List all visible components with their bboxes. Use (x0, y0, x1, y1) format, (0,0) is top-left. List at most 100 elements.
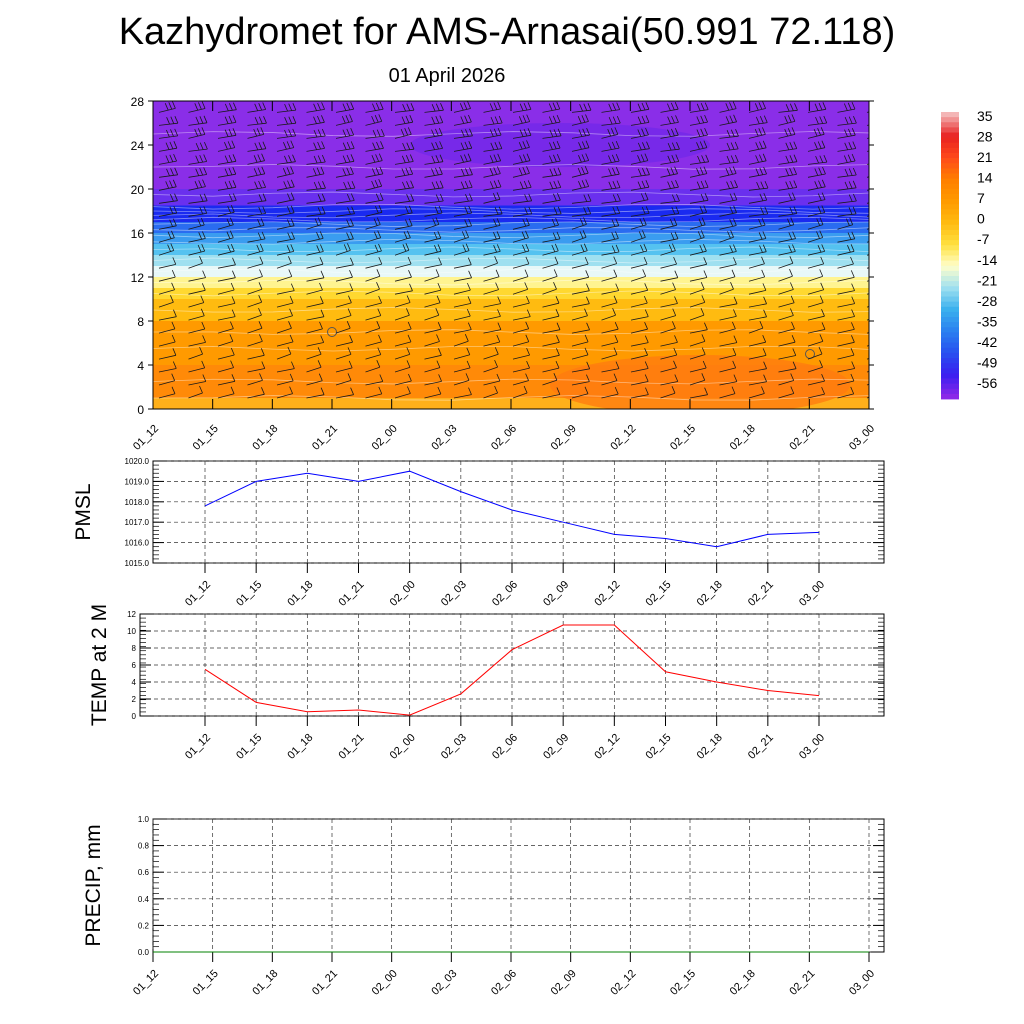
wind-barb (188, 141, 208, 152)
colorbar-segment (941, 219, 959, 226)
y-axis-label: PRECIP, mm (82, 824, 105, 946)
wind-barb (630, 295, 648, 308)
wind-barb (483, 218, 501, 230)
wind-barb (778, 295, 795, 308)
wind-barb (335, 166, 354, 178)
y-tick-label: 0.6 (138, 868, 150, 877)
contour-line (153, 246, 869, 253)
wind-barb (778, 269, 793, 282)
wind-barb (158, 257, 177, 269)
wind-barb (306, 128, 326, 139)
x-tick-label: 02_15 (644, 579, 674, 609)
wind-barb (188, 115, 208, 126)
wind-barb (158, 101, 176, 113)
wind-barb (512, 321, 530, 334)
wind-barb (837, 309, 855, 321)
wind-barb (247, 193, 267, 204)
wind-barb (630, 153, 649, 165)
y-tick-label: 0.8 (138, 842, 150, 851)
wind-barb (689, 166, 708, 178)
wind-barb (335, 127, 355, 139)
wind-barb (601, 244, 620, 256)
wind-barb (689, 257, 708, 269)
contour-line (153, 307, 869, 313)
wind-barb (542, 128, 562, 139)
wind-barb (394, 115, 414, 126)
wind-barb (158, 295, 174, 308)
wind-barb (748, 335, 767, 347)
wind-barb (719, 154, 739, 165)
wind-barb (748, 115, 768, 126)
wind-barb (306, 193, 326, 204)
wind-barb (571, 256, 589, 269)
wind-barb (335, 154, 355, 165)
wind-barb (158, 309, 177, 321)
wind-barb (748, 348, 767, 360)
wind-barb (365, 179, 383, 191)
colorbar-segment (941, 358, 959, 364)
wind-barb (188, 346, 203, 360)
wind-barb (807, 244, 826, 256)
wind-barb (571, 114, 589, 126)
wind-barb (866, 267, 869, 269)
wind-barb (748, 166, 767, 178)
wind-barb (542, 243, 559, 256)
wind-barb (542, 193, 561, 204)
wind-barb (188, 385, 203, 399)
wind-barb (719, 335, 738, 347)
wind-barb (276, 179, 295, 191)
colorbar-label: 0 (977, 211, 985, 227)
wind-barb (424, 128, 443, 139)
contour-line (153, 204, 869, 210)
x-tick-label: 02_06 (490, 732, 520, 762)
wind-barb (542, 114, 561, 126)
wind-barb (660, 154, 680, 165)
wind-barb (837, 115, 857, 126)
wind-barb (394, 373, 412, 386)
contour-line (153, 395, 869, 401)
wind-barb (158, 218, 177, 230)
wind-barb (601, 386, 619, 399)
colorbar-segment (941, 142, 959, 149)
wind-barb (276, 373, 294, 386)
wind-barb (483, 269, 500, 282)
wind-barb (512, 385, 528, 399)
wind-barb (453, 334, 469, 347)
wind-barb (453, 243, 470, 256)
precipitation-panel: 0.0 0.2 0.4 0.6 0.8 1.0 01_12 01_15 01_18 01_21 02… (82, 815, 885, 998)
wind-barb (276, 269, 293, 282)
x-tick-label: 02_03 (429, 423, 459, 453)
wind-barb (719, 129, 739, 139)
colorbar-segment (941, 168, 959, 174)
wind-barb (424, 348, 442, 360)
wind-barb (453, 282, 471, 295)
wind-barb (689, 180, 709, 191)
x-tick-label: 02_09 (549, 968, 579, 998)
y-tick-label: 24 (131, 139, 145, 153)
wind-barb (601, 231, 619, 243)
wind-barb (188, 374, 207, 386)
y-tick-label: 1015.0 (125, 559, 150, 568)
wind-barb (306, 387, 325, 399)
wind-barb (276, 102, 297, 113)
colorbar-segment (941, 194, 959, 200)
wind-barb (306, 321, 323, 334)
wind-barb (719, 321, 736, 334)
wind-barb (424, 193, 444, 204)
wind-barb (601, 322, 619, 334)
wind-barb (335, 321, 351, 334)
wind-barb (689, 217, 706, 230)
wind-barb (660, 218, 678, 230)
wind-barb (365, 386, 383, 399)
wind-barb (837, 167, 857, 178)
y-tick-label: 0.4 (138, 895, 150, 904)
colorbar-segment (941, 342, 959, 349)
wind-barb (571, 243, 588, 256)
wind-barb (601, 102, 621, 113)
wind-barb (365, 114, 383, 126)
wind-barb (837, 141, 857, 152)
wind-barb (217, 205, 235, 217)
wind-barb (158, 153, 177, 165)
wind-barb (217, 128, 237, 139)
